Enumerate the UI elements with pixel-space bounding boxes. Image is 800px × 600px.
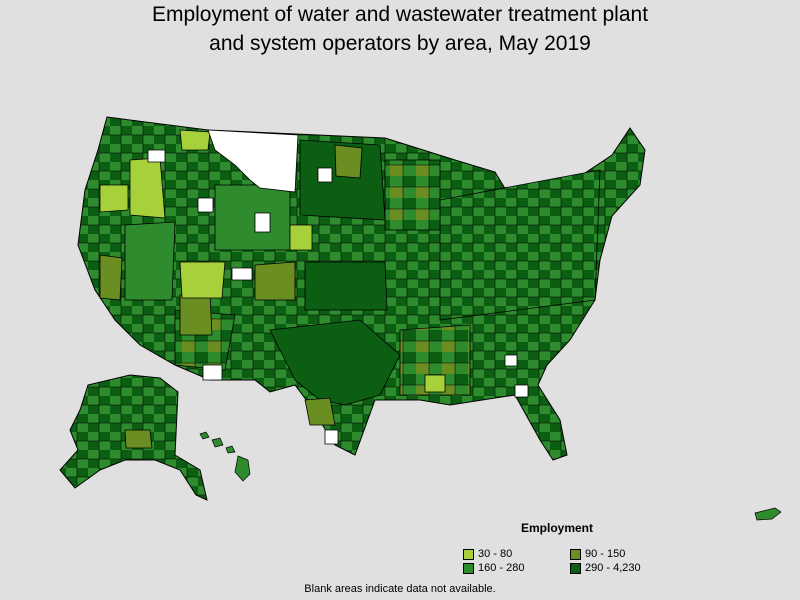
no-data-wyoming [254,212,271,233]
no-data-idaho [197,197,214,213]
legend-swatch-1 [463,548,474,560]
hawaii-island-1 [199,431,210,440]
title-line-2: and system operators by area, May 2019 [209,32,591,55]
no-data-texas [324,429,339,445]
legend-item-1: 30 - 80 [463,548,512,560]
region-mid-east [439,169,601,321]
title-line-1: Employment of water and wastewater treat… [151,3,649,26]
puerto-rico-shape [754,507,782,521]
region-olive-california [99,254,123,301]
no-data-dakota [317,167,333,183]
legend-swatch-2 [570,548,581,560]
legend-item-3: 160 - 280 [463,562,524,574]
region-mid-mountain [214,184,291,251]
hawaii-big-island [234,455,251,482]
no-data-oregon [147,149,166,163]
region-light-idaho [129,157,166,219]
legend-label-4: 290 - 4,230 [585,562,641,574]
legend-swatch-4 [570,562,581,574]
region-dark-kansas [304,261,388,311]
page-title: Employment of water and wastewater treat… [0,0,800,58]
footnote: Blank areas indicate data not available. [304,583,496,595]
legend-label-3: 160 - 280 [478,562,525,574]
legend-item-4: 290 - 4,230 [570,562,641,574]
region-olive-dakota [334,144,363,179]
legend-label-2: 90 - 150 [585,548,626,560]
no-data-georgia [504,354,518,367]
legend-swatch-3 [463,562,474,574]
region-light-washington [179,129,211,151]
region-olive-nm [179,294,213,336]
region-light-alabama [424,374,446,393]
legend-item-2: 90 - 150 [570,548,625,560]
no-data-carolina [514,384,529,398]
region-dark-texas [269,319,401,406]
region-mid-southeast [399,324,471,396]
region-mid-wisconsin [384,159,441,231]
legend-title: Employment [521,521,594,535]
hawaii-island-2 [211,437,224,448]
region-olive-texas [304,397,336,426]
no-data-arizona [202,364,223,381]
region-light-wyoming [289,224,313,251]
region-mid-alaska [124,429,153,449]
region-light-oregon [99,184,129,213]
no-data-montana [207,129,299,193]
no-data-nevada [231,267,253,281]
region-light-utah [179,261,226,299]
legend-label-1: 30 - 80 [478,548,513,560]
region-olive-colorado [254,261,296,301]
hawaii-island-3 [225,445,236,454]
region-mid-nevada [124,221,176,301]
